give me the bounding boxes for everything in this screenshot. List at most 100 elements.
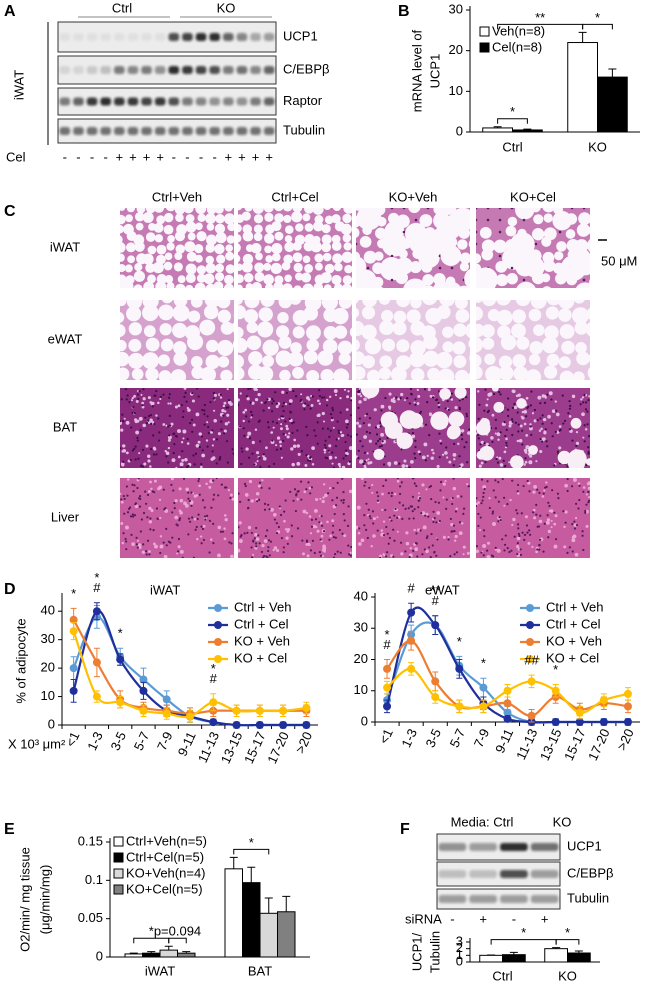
adipocyte — [438, 281, 462, 288]
droplet — [121, 463, 125, 467]
nucleus — [384, 479, 388, 482]
adipocyte — [331, 214, 341, 224]
marker — [599, 696, 608, 705]
error-bar — [493, 126, 502, 128]
legend-label: Ctrl+Cel(n=5) — [126, 849, 204, 864]
droplet — [152, 446, 156, 450]
adipocyte — [544, 325, 559, 340]
nucleus — [132, 490, 135, 493]
adipocyte — [291, 211, 303, 223]
nucleus — [336, 420, 339, 423]
nucleus — [434, 500, 437, 504]
marker — [503, 686, 512, 695]
nucleus — [196, 388, 199, 390]
adipocyte — [390, 366, 407, 380]
adipocyte — [555, 272, 567, 285]
droplet — [454, 405, 458, 410]
nucleus — [258, 481, 262, 484]
nucleus — [507, 397, 510, 400]
nucleus — [132, 406, 135, 409]
adipocyte — [187, 232, 196, 241]
droplet — [147, 454, 151, 458]
sinusoid — [316, 529, 320, 533]
adipocyte — [155, 281, 167, 288]
nucleus — [303, 408, 306, 411]
adipocyte — [541, 273, 551, 283]
sinusoid — [329, 534, 333, 538]
adipocyte — [120, 235, 123, 244]
nucleus — [544, 428, 547, 431]
nucleus — [431, 544, 434, 547]
droplet — [359, 459, 364, 464]
significance-label: * — [521, 925, 526, 940]
nucleus — [206, 415, 209, 418]
nucleus — [410, 392, 413, 395]
droplet — [142, 397, 146, 401]
adipocyte — [124, 264, 133, 273]
nucleus — [127, 507, 131, 510]
nucleus — [587, 399, 590, 402]
droplet — [480, 440, 485, 445]
adipocyte — [587, 261, 590, 275]
blot-band — [195, 127, 207, 135]
sinusoid — [453, 539, 457, 542]
sinusoid — [413, 528, 416, 532]
nucleus — [402, 208, 406, 210]
nucleus — [337, 429, 340, 432]
adipocyte — [195, 208, 207, 215]
nucleus — [193, 463, 196, 466]
adipocyte — [419, 214, 433, 228]
adipocyte — [515, 300, 531, 307]
error-bar — [129, 952, 138, 954]
marker — [503, 699, 512, 708]
nucleus — [390, 494, 393, 498]
nucleus — [251, 556, 254, 558]
droplet — [521, 410, 525, 414]
nucleus — [516, 523, 520, 526]
nucleus — [349, 414, 352, 417]
row-label: iWAT — [50, 239, 80, 254]
legend-marker — [526, 604, 534, 612]
bar — [479, 954, 503, 963]
droplet — [280, 423, 283, 426]
nucleus — [479, 443, 482, 446]
nucleus — [307, 404, 310, 407]
nucleus — [585, 401, 588, 404]
adipocyte — [145, 337, 160, 352]
nucleus — [311, 395, 314, 398]
nucleus — [203, 506, 206, 509]
y-tick-label: 10 — [354, 682, 368, 697]
nucleus — [388, 516, 391, 519]
nucleus — [309, 492, 312, 495]
nucleus — [419, 529, 422, 532]
bar — [567, 42, 598, 133]
adipocyte — [332, 307, 349, 325]
droplet — [317, 399, 320, 403]
bar — [159, 949, 178, 958]
nucleus — [319, 538, 322, 541]
nucleus — [200, 435, 204, 438]
nucleus — [247, 498, 250, 502]
nucleus — [558, 429, 561, 432]
nucleus — [423, 388, 427, 391]
nucleus — [309, 407, 312, 410]
significance-bracket — [233, 848, 270, 855]
legend-label: KO+Cel(n=5) — [126, 881, 203, 896]
marker — [455, 702, 464, 711]
nucleus — [411, 495, 415, 498]
nucleus — [555, 409, 558, 412]
nucleus — [359, 439, 362, 443]
nucleus — [133, 514, 137, 517]
nucleus — [447, 538, 450, 541]
x-tick-label: 5-7 — [447, 726, 469, 749]
legend-marker — [214, 621, 222, 629]
droplet — [165, 451, 170, 456]
droplet — [256, 451, 260, 455]
nucleus — [595, 291, 598, 294]
droplet — [508, 461, 511, 464]
marker — [255, 706, 264, 715]
adipocyte — [453, 323, 467, 337]
adipocyte — [320, 369, 334, 380]
adipocyte — [575, 282, 590, 288]
adipocyte — [220, 369, 233, 380]
